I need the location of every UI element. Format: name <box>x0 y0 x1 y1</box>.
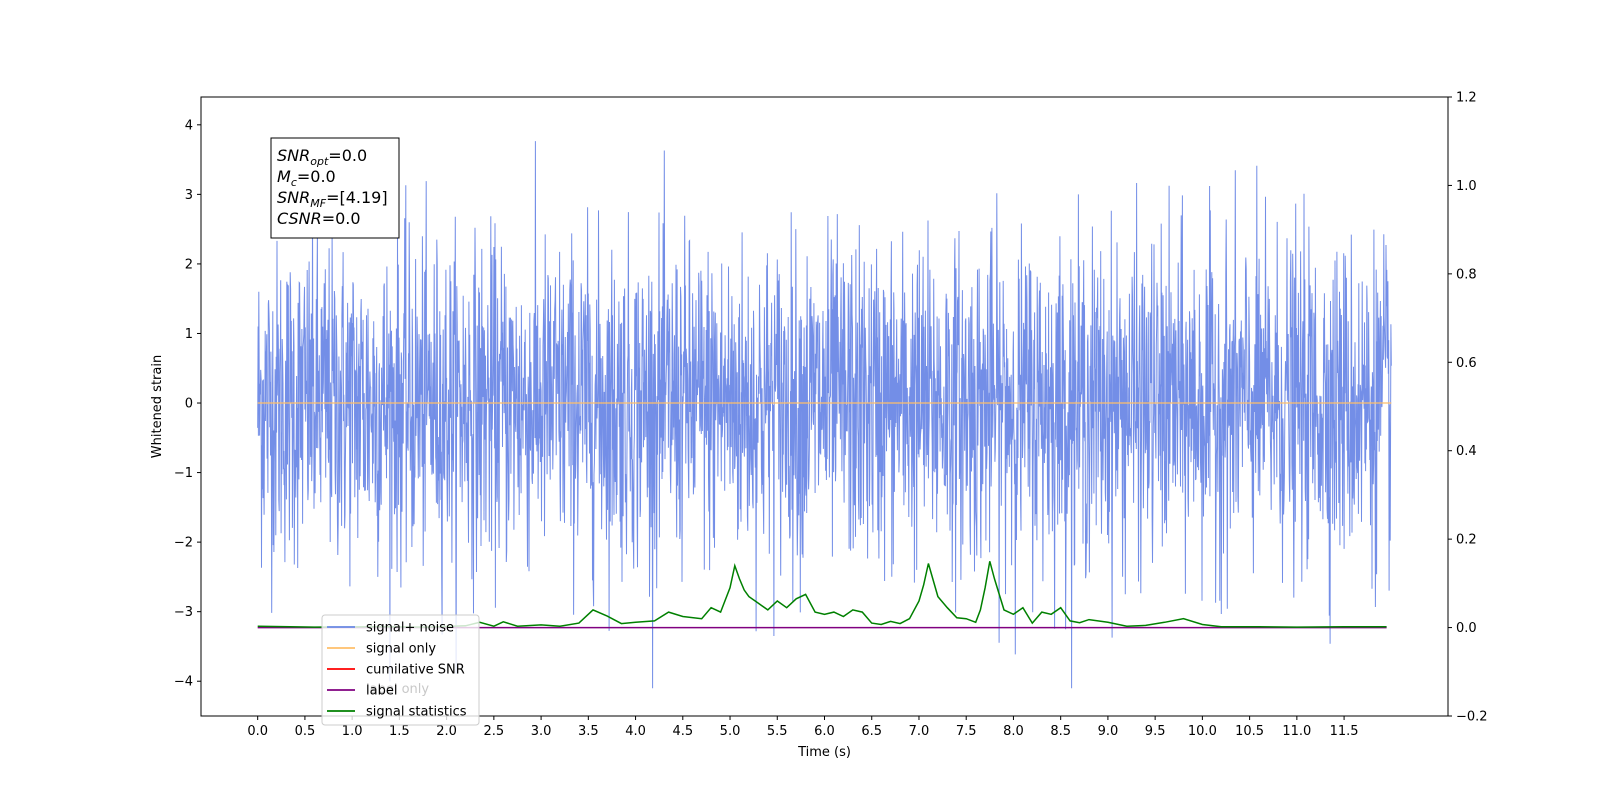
x-tick-label: 10.0 <box>1188 724 1217 739</box>
x-tick-label: 5.0 <box>720 724 741 739</box>
annotation-line: CSNR=0.0 <box>277 209 361 228</box>
x-axis: 0.0 0.5 1.0 1.5 2.0 2.5 3.0 3.5 4.0 4.5 5.0 5.5 6.0 6… <box>247 716 1359 739</box>
x-tick-label: 7.0 <box>909 724 930 739</box>
y2-tick-label: 1.2 <box>1456 91 1477 106</box>
x-axis-label: Time (s) <box>797 745 851 760</box>
x-tick-label: 0.5 <box>295 724 316 739</box>
y-axis-left: −4 −3 −2 −1 0 1 2 3 4 <box>174 118 201 690</box>
x-tick-label: 7.5 <box>956 724 977 739</box>
y-tick-label: −1 <box>174 466 193 481</box>
legend-overlay-text: label only <box>366 682 429 697</box>
x-tick-label: 6.0 <box>814 724 835 739</box>
y-tick-label: 4 <box>185 118 193 133</box>
y2-tick-label: 0.0 <box>1456 621 1477 636</box>
x-tick-label: 9.5 <box>1145 724 1166 739</box>
y2-tick-label: 0.6 <box>1456 356 1477 371</box>
y2-tick-label: 0.2 <box>1456 533 1477 548</box>
x-tick-label: 1.5 <box>389 724 410 739</box>
series-signal-statistics-line <box>257 561 1387 628</box>
series-signal-noise-line <box>257 141 1392 689</box>
y-tick-label: −3 <box>174 605 193 620</box>
legend: label only signal+ noise signal only cumila… <box>321 614 480 726</box>
y-tick-label: −4 <box>174 675 193 690</box>
x-tick-label: 3.0 <box>531 724 552 739</box>
y-tick-label: −2 <box>174 536 193 551</box>
legend-entry-label: cumilative SNR <box>366 663 465 678</box>
x-tick-label: 2.5 <box>484 724 505 739</box>
y2-tick-label: 1.0 <box>1456 179 1477 194</box>
x-tick-label: 9.0 <box>1098 724 1119 739</box>
legend-entry-label: signal statistics <box>366 705 467 720</box>
y-tick-label: 0 <box>185 397 193 412</box>
x-tick-label: 2.0 <box>436 724 457 739</box>
y-axis-right: −0.2 0.0 0.2 0.4 0.6 0.8 1.0 1.2 <box>1448 91 1488 725</box>
x-tick-label: 6.5 <box>861 724 882 739</box>
y-tick-label: 2 <box>185 257 193 272</box>
x-tick-label: 11.0 <box>1282 724 1311 739</box>
x-tick-label: 4.0 <box>625 724 646 739</box>
annotation-line: SNRopt=0.0 <box>277 146 367 168</box>
x-tick-label: 8.0 <box>1003 724 1024 739</box>
legend-entry-label: signal+ noise <box>366 621 454 636</box>
y-axis-label: Whitened strain <box>150 355 165 458</box>
y2-tick-label: 0.8 <box>1456 267 1477 282</box>
annotation-line: Mc=0.0 <box>277 167 336 189</box>
x-tick-label: 5.5 <box>767 724 788 739</box>
x-tick-label: 11.5 <box>1330 724 1359 739</box>
series-layer <box>257 141 1392 689</box>
legend-entry-label: label <box>366 684 397 699</box>
x-tick-label: 8.5 <box>1050 724 1071 739</box>
y2-tick-label: −0.2 <box>1456 710 1488 725</box>
x-tick-label: 3.5 <box>578 724 599 739</box>
legend-entry-label: signal only <box>366 642 436 657</box>
annotation-line: SNRMF=[4.19] <box>277 188 388 210</box>
x-tick-label: 0.0 <box>247 724 268 739</box>
x-tick-label: 1.0 <box>342 724 363 739</box>
legend-frame <box>321 614 480 726</box>
y2-tick-label: 0.4 <box>1456 444 1477 459</box>
y-tick-label: 1 <box>185 327 193 342</box>
y-tick-label: 3 <box>185 188 193 203</box>
x-tick-label: 4.5 <box>672 724 693 739</box>
x-tick-label: 10.5 <box>1235 724 1264 739</box>
annotation-box-border <box>270 137 400 239</box>
